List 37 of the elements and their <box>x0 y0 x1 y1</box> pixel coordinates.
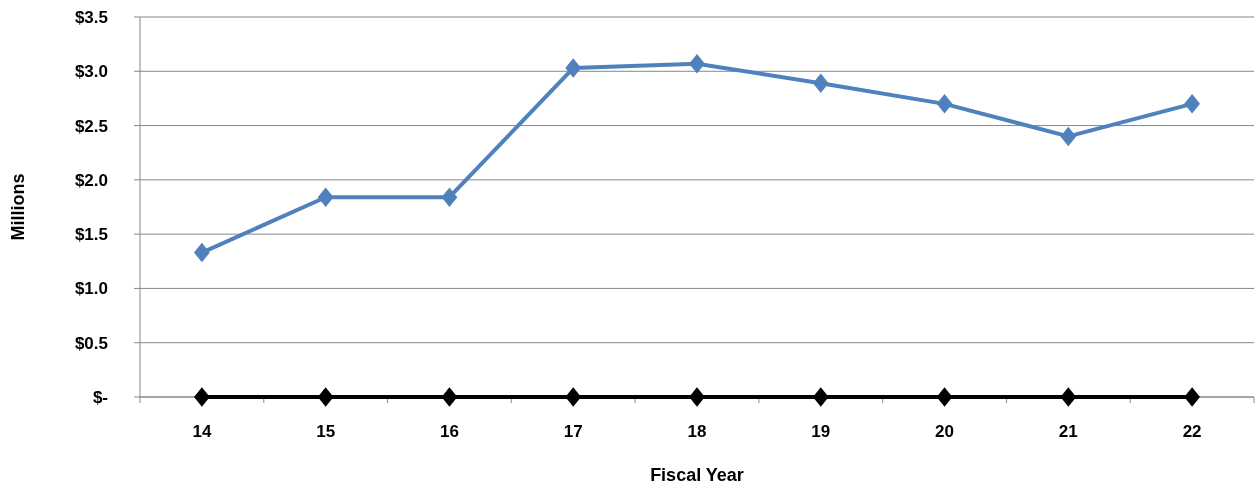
x-tick-label: 16 <box>439 422 459 441</box>
x-tick-label: 22 <box>1182 422 1202 441</box>
y-tick-label: $1.0 <box>74 279 108 299</box>
y-tick-label: $2.5 <box>74 116 108 136</box>
point <box>441 187 458 207</box>
point <box>317 387 334 407</box>
y-tick-label: $- <box>92 387 108 407</box>
y-axis-title: Millions <box>8 173 28 241</box>
y-tick-label: $3.0 <box>74 62 108 82</box>
y-tick-label: $1.5 <box>74 225 108 245</box>
point <box>1184 94 1200 114</box>
x-tick-label: 14 <box>192 422 212 441</box>
point <box>689 53 705 74</box>
point <box>565 58 582 78</box>
x-tick-label: 18 <box>687 422 707 441</box>
point <box>1060 126 1077 147</box>
point <box>689 387 705 407</box>
point <box>1060 387 1077 407</box>
point <box>936 94 953 114</box>
point <box>1184 387 1200 407</box>
point <box>317 187 334 207</box>
point <box>194 242 210 263</box>
point <box>194 387 210 407</box>
y-tick-label: $0.5 <box>74 333 108 353</box>
point <box>812 387 829 407</box>
point <box>441 387 458 407</box>
y-tick-label: $3.5 <box>74 7 108 27</box>
point <box>936 387 953 407</box>
point <box>812 73 829 93</box>
x-axis-title: Fiscal Year <box>650 465 744 485</box>
x-tick-label: 20 <box>935 422 955 441</box>
y-tick-label: $2.0 <box>74 170 108 190</box>
point <box>565 387 582 407</box>
x-tick-label: 17 <box>563 422 583 441</box>
x-tick-label: 19 <box>811 422 831 441</box>
x-tick-label: 21 <box>1058 422 1078 441</box>
x-tick-label: 15 <box>316 422 336 441</box>
